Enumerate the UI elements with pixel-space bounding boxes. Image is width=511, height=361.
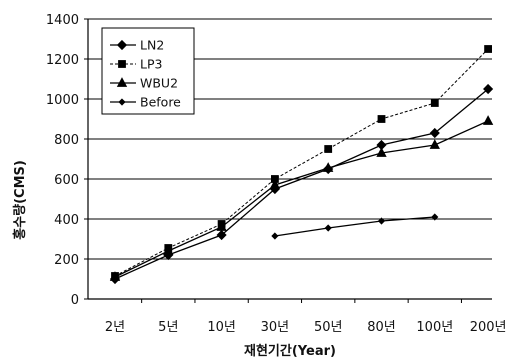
data-point-before bbox=[431, 213, 439, 221]
data-point-wbu2 bbox=[216, 221, 227, 231]
y-tick-label: 200 bbox=[54, 253, 79, 268]
legend-label-before: Before bbox=[140, 95, 181, 110]
y-tick-label: 1200 bbox=[46, 53, 79, 68]
x-tick-label: 5년 bbox=[158, 320, 178, 335]
series-line-ln2 bbox=[114, 88, 489, 280]
data-point-ln2 bbox=[216, 229, 227, 241]
axes bbox=[84, 18, 492, 303]
legend-marker-ln2 bbox=[116, 39, 128, 51]
data-point-ln2 bbox=[483, 83, 494, 95]
series-before bbox=[271, 213, 439, 240]
legend-label-lp3: LP3 bbox=[140, 57, 162, 72]
series-line-wbu2 bbox=[114, 120, 489, 278]
legend-label-ln2: LN2 bbox=[140, 38, 164, 53]
x-tick-label: 200년 bbox=[470, 320, 507, 335]
series-line-lp3 bbox=[114, 48, 489, 277]
data-point-ln2 bbox=[429, 127, 440, 139]
y-tick-label: 0 bbox=[71, 293, 79, 308]
y-tick-labels: 0 200 400 600 800 1000 1200 1400 bbox=[46, 13, 79, 308]
x-tick-label: 80년 bbox=[367, 320, 396, 335]
x-axis-label: 재현기간(Year) bbox=[244, 343, 336, 359]
data-point-wbu2 bbox=[109, 271, 121, 281]
legend: LN2 LP3 WBU2 Before bbox=[101, 27, 195, 115]
x-tick-label: 50년 bbox=[314, 320, 343, 335]
y-tick-label: 800 bbox=[54, 133, 79, 148]
legend-box bbox=[101, 27, 195, 115]
x-tick-label: 2년 bbox=[105, 320, 125, 335]
x-tick-labels: 2년 5년 10년 30년 50년 80년 100년 200년 bbox=[105, 320, 507, 335]
data-point-lp3 bbox=[324, 145, 333, 153]
series-layer bbox=[109, 45, 494, 285]
y-axis-label: 홍수량(CMS) bbox=[12, 160, 28, 240]
data-point-before bbox=[377, 217, 386, 225]
legend-label-wbu2: WBU2 bbox=[140, 76, 178, 91]
data-point-before bbox=[271, 232, 279, 240]
legend-marker-lp3 bbox=[118, 60, 126, 68]
legend-marker-before bbox=[118, 98, 126, 106]
series-line-before bbox=[274, 216, 435, 237]
x-tick-label: 10년 bbox=[207, 320, 236, 335]
y-tick-label: 1400 bbox=[46, 13, 79, 28]
legend-marker-wbu2 bbox=[116, 77, 128, 87]
data-point-lp3 bbox=[430, 99, 439, 107]
data-point-wbu2 bbox=[376, 147, 387, 157]
data-point-lp3 bbox=[484, 45, 493, 53]
data-point-wbu2 bbox=[323, 162, 334, 172]
series-ln2 bbox=[109, 83, 494, 285]
data-point-lp3 bbox=[377, 115, 386, 123]
data-point-wbu2 bbox=[429, 139, 440, 149]
data-point-wbu2 bbox=[163, 245, 174, 255]
data-point-wbu2 bbox=[269, 179, 281, 189]
data-point-before bbox=[324, 224, 332, 232]
x-tick-label: 30년 bbox=[261, 320, 290, 335]
y-tick-label: 400 bbox=[54, 213, 79, 228]
y-tick-label: 1000 bbox=[46, 93, 79, 108]
series-wbu2 bbox=[109, 115, 494, 281]
data-point-wbu2 bbox=[482, 115, 494, 125]
x-tick-label: 100년 bbox=[416, 320, 453, 335]
y-tick-label: 600 bbox=[54, 173, 79, 188]
